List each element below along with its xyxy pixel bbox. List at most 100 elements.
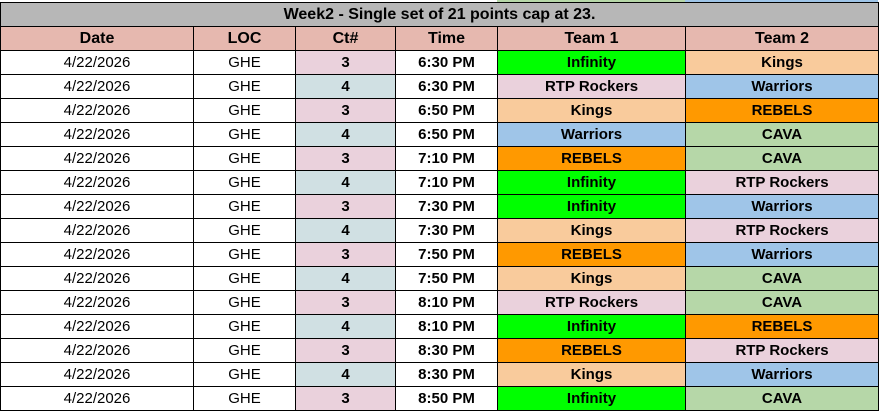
date-cell[interactable]: 4/22/2026 — [0, 314, 194, 339]
time-cell[interactable]: 7:30 PM — [395, 218, 498, 243]
loc-cell[interactable]: GHE — [193, 266, 296, 291]
header-time[interactable]: Time — [395, 26, 498, 51]
court-cell[interactable]: 4 — [295, 74, 396, 99]
team2-cell[interactable]: CAVA — [685, 386, 879, 411]
team1-cell[interactable]: RTP Rockers — [497, 74, 686, 99]
team2-cell[interactable]: RTP Rockers — [685, 170, 879, 195]
date-cell[interactable]: 4/22/2026 — [0, 170, 194, 195]
team2-cell[interactable]: Warriors — [685, 194, 879, 219]
team1-cell[interactable]: Infinity — [497, 314, 686, 339]
team2-cell[interactable]: CAVA — [685, 146, 879, 171]
court-cell[interactable]: 4 — [295, 314, 396, 339]
time-cell[interactable]: 7:50 PM — [395, 266, 498, 291]
table-row: 4/22/2026 GHE 3 7:50 PM REBELS Warriors — [0, 242, 879, 267]
court-cell[interactable]: 3 — [295, 146, 396, 171]
loc-cell[interactable]: GHE — [193, 146, 296, 171]
team2-cell[interactable]: Kings — [685, 50, 879, 75]
date-cell[interactable]: 4/22/2026 — [0, 74, 194, 99]
court-cell[interactable]: 4 — [295, 362, 396, 387]
time-cell[interactable]: 6:30 PM — [395, 50, 498, 75]
court-cell[interactable]: 3 — [295, 386, 396, 411]
header-team2[interactable]: Team 2 — [685, 26, 879, 51]
team2-cell[interactable]: REBELS — [685, 314, 879, 339]
court-cell[interactable]: 4 — [295, 170, 396, 195]
team1-cell[interactable]: Kings — [497, 218, 686, 243]
loc-cell[interactable]: GHE — [193, 386, 296, 411]
team1-cell[interactable]: Infinity — [497, 50, 686, 75]
time-cell[interactable]: 8:50 PM — [395, 386, 498, 411]
team1-cell[interactable]: Infinity — [497, 386, 686, 411]
time-cell[interactable]: 7:10 PM — [395, 170, 498, 195]
court-cell[interactable]: 3 — [295, 290, 396, 315]
loc-cell[interactable]: GHE — [193, 290, 296, 315]
team2-cell[interactable]: CAVA — [685, 266, 879, 291]
team2-cell[interactable]: RTP Rockers — [685, 338, 879, 363]
loc-cell[interactable]: GHE — [193, 362, 296, 387]
loc-cell[interactable]: GHE — [193, 194, 296, 219]
time-cell[interactable]: 7:50 PM — [395, 242, 498, 267]
loc-cell[interactable]: GHE — [193, 74, 296, 99]
header-team1[interactable]: Team 1 — [497, 26, 686, 51]
court-cell[interactable]: 4 — [295, 122, 396, 147]
court-cell[interactable]: 3 — [295, 338, 396, 363]
team2-cell[interactable]: Warriors — [685, 74, 879, 99]
team2-cell[interactable]: RTP Rockers — [685, 218, 879, 243]
time-cell[interactable]: 6:30 PM — [395, 74, 498, 99]
team1-cell[interactable]: Kings — [497, 362, 686, 387]
team2-cell[interactable]: Warriors — [685, 242, 879, 267]
time-cell[interactable]: 8:10 PM — [395, 314, 498, 339]
loc-cell[interactable]: GHE — [193, 314, 296, 339]
date-cell[interactable]: 4/22/2026 — [0, 146, 194, 171]
loc-cell[interactable]: GHE — [193, 98, 296, 123]
loc-cell[interactable]: GHE — [193, 338, 296, 363]
team1-cell[interactable]: REBELS — [497, 146, 686, 171]
court-cell[interactable]: 3 — [295, 194, 396, 219]
time-cell[interactable]: 7:10 PM — [395, 146, 498, 171]
header-loc[interactable]: LOC — [193, 26, 296, 51]
date-cell[interactable]: 4/22/2026 — [0, 122, 194, 147]
sheet-title[interactable]: Week2 - Single set of 21 points cap at 2… — [0, 2, 879, 27]
header-court[interactable]: Ct# — [295, 26, 396, 51]
date-cell[interactable]: 4/22/2026 — [0, 218, 194, 243]
loc-cell[interactable]: GHE — [193, 122, 296, 147]
time-cell[interactable]: 6:50 PM — [395, 122, 498, 147]
date-cell[interactable]: 4/22/2026 — [0, 194, 194, 219]
date-cell[interactable]: 4/22/2026 — [0, 362, 194, 387]
team1-cell[interactable]: Warriors — [497, 122, 686, 147]
team1-cell[interactable]: REBELS — [497, 338, 686, 363]
court-cell[interactable]: 4 — [295, 266, 396, 291]
team2-cell[interactable]: CAVA — [685, 290, 879, 315]
team1-cell[interactable]: Kings — [497, 98, 686, 123]
date-cell[interactable]: 4/22/2026 — [0, 290, 194, 315]
team1-cell[interactable]: RTP Rockers — [497, 290, 686, 315]
time-cell[interactable]: 8:10 PM — [395, 290, 498, 315]
team2-cell[interactable]: CAVA — [685, 122, 879, 147]
team2-cell[interactable]: REBELS — [685, 98, 879, 123]
team1-cell[interactable]: Infinity — [497, 170, 686, 195]
time-cell[interactable]: 8:30 PM — [395, 362, 498, 387]
court-cell[interactable]: 3 — [295, 50, 396, 75]
date-cell[interactable]: 4/22/2026 — [0, 242, 194, 267]
team1-cell[interactable]: Kings — [497, 266, 686, 291]
header-date[interactable]: Date — [0, 26, 194, 51]
time-cell[interactable]: 8:30 PM — [395, 338, 498, 363]
table-row: 4/22/2026 GHE 4 7:10 PM Infinity RTP Rockers — [0, 170, 879, 195]
loc-cell[interactable]: GHE — [193, 242, 296, 267]
time-cell[interactable]: 6:50 PM — [395, 98, 498, 123]
date-cell[interactable]: 4/22/2026 — [0, 338, 194, 363]
team1-cell[interactable]: REBELS — [497, 242, 686, 267]
date-cell[interactable]: 4/22/2026 — [0, 386, 194, 411]
team2-cell[interactable]: Warriors — [685, 362, 879, 387]
date-cell[interactable]: 4/22/2026 — [0, 266, 194, 291]
court-cell[interactable]: 3 — [295, 242, 396, 267]
loc-cell[interactable]: GHE — [193, 170, 296, 195]
time-cell[interactable]: 7:30 PM — [395, 194, 498, 219]
table-row: 4/22/2026 GHE 3 6:50 PM Kings REBELS — [0, 98, 879, 123]
loc-cell[interactable]: GHE — [193, 50, 296, 75]
date-cell[interactable]: 4/22/2026 — [0, 98, 194, 123]
loc-cell[interactable]: GHE — [193, 218, 296, 243]
team1-cell[interactable]: Infinity — [497, 194, 686, 219]
court-cell[interactable]: 4 — [295, 218, 396, 243]
court-cell[interactable]: 3 — [295, 98, 396, 123]
date-cell[interactable]: 4/22/2026 — [0, 50, 194, 75]
